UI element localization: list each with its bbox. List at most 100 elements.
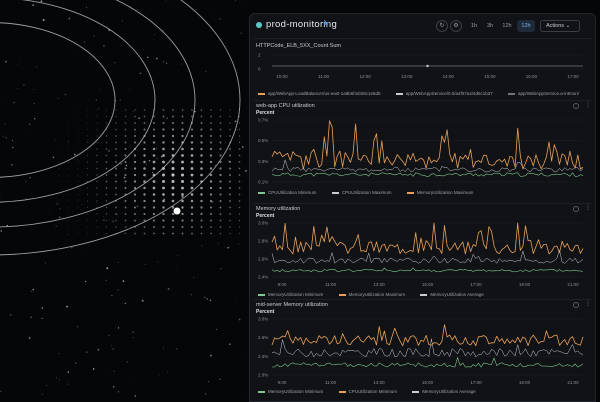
info-icon[interactable] (573, 103, 579, 109)
y-tick-label: 0.3% (258, 159, 268, 164)
grid-dot (162, 148, 165, 151)
star-dot (201, 245, 202, 246)
widget-menu-icon[interactable]: ⋮ (585, 204, 591, 211)
grid-dot (134, 122, 136, 124)
widget-menu-icon[interactable]: ⋮ (585, 101, 591, 108)
grid-dot (162, 161, 165, 164)
grid-dot (68, 188, 69, 189)
star-dot (163, 349, 164, 350)
grid-dot (181, 180, 184, 183)
star-dot (103, 219, 104, 220)
grid-dot (239, 122, 240, 123)
grid-dot (87, 123, 88, 124)
grid-dot (68, 168, 69, 169)
orbit-ring (0, 0, 195, 227)
grid-dot (115, 213, 117, 215)
grid-dot (115, 226, 116, 227)
grid-dot (229, 122, 231, 124)
grid-dot (87, 155, 88, 156)
grid-dot (134, 180, 136, 182)
grid-dot (106, 187, 108, 189)
star-dot (159, 375, 160, 376)
favorite-star-icon[interactable]: ★ (322, 19, 329, 28)
star-dot (239, 319, 241, 321)
grid-dot (191, 226, 193, 228)
grid-dot (171, 167, 174, 170)
star-dot (56, 226, 57, 227)
star-dot (108, 335, 109, 336)
settings-icon[interactable]: ⚙ (450, 20, 462, 32)
grid-dot (143, 161, 145, 163)
x-tick-label: 9:00 (278, 282, 287, 287)
grid-dot (115, 129, 117, 131)
grid-dot (172, 109, 174, 111)
info-icon[interactable] (573, 302, 579, 308)
y-tick-label: 2.6% (258, 335, 268, 340)
grid-dot (115, 194, 117, 196)
range-12h-button[interactable]: 12h (499, 20, 515, 32)
grid-dot (220, 122, 222, 124)
refresh-icon[interactable]: ↻ (436, 20, 448, 32)
grid-dot (191, 213, 193, 215)
range-3h-button[interactable]: 3h (483, 20, 497, 32)
info-icon[interactable] (573, 206, 579, 212)
grid-dot (106, 109, 107, 110)
range-12h-selected-button[interactable]: 12h (517, 20, 535, 32)
range-1h-button[interactable]: 1h (467, 20, 481, 32)
grid-dot (239, 148, 241, 150)
grid-dot (134, 187, 136, 189)
grid-dot (115, 174, 117, 176)
star-dot (59, 353, 60, 354)
grid-dot (220, 226, 222, 228)
star-dot (60, 208, 61, 209)
grid-dot (201, 233, 203, 235)
y-tick-label: 2.6% (258, 257, 268, 262)
grid-dot (143, 200, 145, 202)
y-tick-label: 0 (258, 67, 261, 72)
grid-dot (106, 168, 108, 170)
star-dot (145, 264, 146, 265)
star-dot (29, 337, 31, 339)
grid-dot (106, 181, 108, 183)
grid-dot (153, 233, 155, 235)
grid-dot (125, 109, 126, 110)
dashboard-header: prod-monitoring ★ ↻ ⚙ 1h 3h 12h 12h 1d A… (250, 14, 595, 38)
grid-dot (106, 207, 108, 209)
star-dot (68, 371, 69, 372)
grid-dot (115, 116, 116, 117)
grid-dot (87, 142, 88, 143)
grid-dot (181, 193, 184, 196)
widget-menu-icon[interactable]: ⋮ (585, 300, 591, 307)
grid-dot (210, 148, 212, 150)
grid-dot (229, 116, 230, 117)
grid-dot (219, 200, 221, 202)
grid-dot (210, 233, 212, 235)
grid-dot (220, 116, 222, 118)
grid-dot (162, 187, 165, 190)
star-dot (49, 211, 50, 212)
grid-dot (125, 122, 127, 124)
grid-dot (200, 200, 202, 202)
grid-dot (201, 226, 203, 228)
star-dot (126, 165, 128, 167)
grid-dot (124, 154, 126, 156)
legend-item: MemoryUtilization Minimum (258, 292, 323, 297)
star-dot (204, 297, 205, 298)
grid-dot (68, 175, 69, 176)
grid-dot (134, 141, 136, 143)
star-dot (0, 391, 1, 392)
star-dot (166, 63, 167, 64)
grid-dot (78, 116, 79, 117)
grid-dot (153, 193, 156, 196)
grid-dot (229, 200, 231, 202)
grid-dot (143, 213, 145, 215)
legend-item: app/WebApp-LoadBalancer/us-east-1a8b6f4d… (258, 91, 381, 96)
series-line (272, 173, 583, 177)
star-dot (5, 61, 7, 63)
actions-dropdown[interactable]: Actions ⌄ (540, 20, 580, 32)
x-tick-label: 13:00 (373, 282, 385, 287)
legend-memory: MemoryUtilization Minimum MemoryUtilizat… (258, 292, 498, 297)
star-dot (112, 348, 113, 349)
legend-item: MemoryUtilization Maximum (407, 190, 474, 195)
star-dot (120, 100, 121, 101)
